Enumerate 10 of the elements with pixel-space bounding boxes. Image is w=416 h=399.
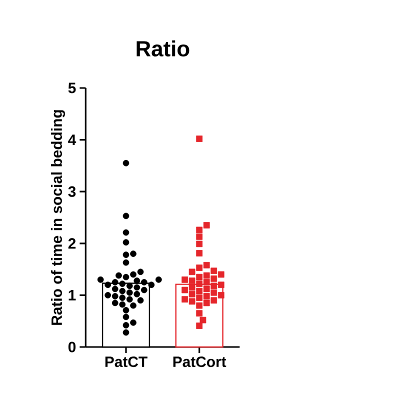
x-tick-label: PatCT (105, 356, 148, 368)
y-tick-label: 0 (68, 342, 76, 352)
y-tick-label: 2 (68, 238, 76, 249)
chart-title: Ratio (136, 40, 190, 57)
x-tick-label: PatCort (173, 356, 226, 368)
y-tick-label: 4 (68, 134, 76, 145)
y-tick-label: 5 (68, 82, 76, 94)
y-tick-label: 3 (68, 186, 76, 197)
y-tick-label: 1 (68, 290, 76, 300)
y-axis-title: Ratio of time in social bedding (51, 110, 66, 325)
